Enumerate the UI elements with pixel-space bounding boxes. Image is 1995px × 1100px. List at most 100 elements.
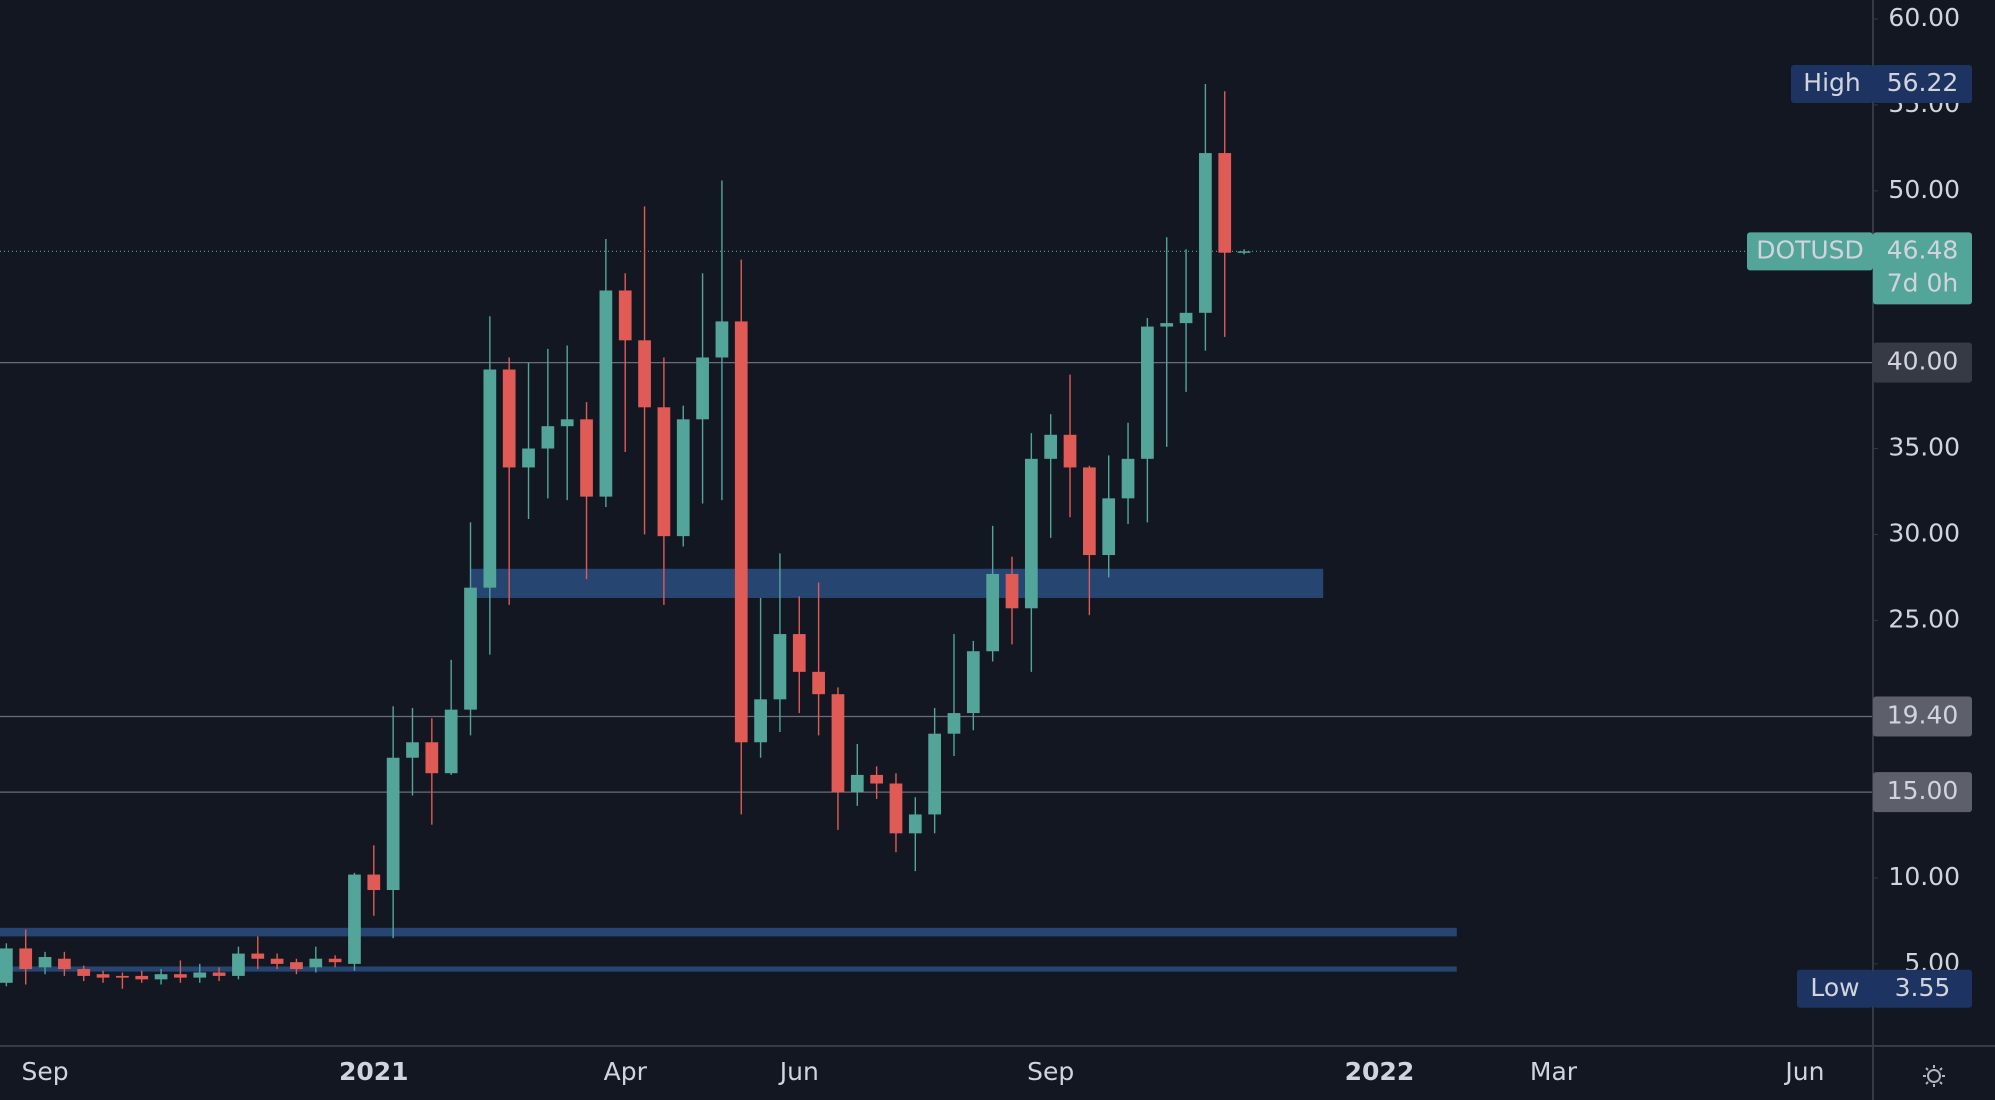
x-tick-label: Mar (1530, 1057, 1578, 1086)
candle-body (367, 874, 381, 891)
candle-body (425, 742, 439, 774)
candle-body (135, 975, 149, 980)
candle-body (96, 974, 110, 978)
x-tick-label: Jun (1783, 1057, 1824, 1086)
candle-body (522, 448, 535, 468)
last-price-box (1873, 232, 1972, 305)
x-tick-label: 2022 (1345, 1057, 1415, 1086)
last-price-label: 46.48 (1887, 235, 1959, 264)
y-tick-label: 60.00 (1888, 3, 1960, 32)
candle-body (328, 958, 342, 963)
zone (0, 927, 1457, 937)
zone (470, 568, 1324, 598)
high-label: 56.22 (1887, 68, 1959, 97)
x-tick-label: 2021 (339, 1057, 409, 1086)
y-tick-label: 10.00 (1888, 862, 1960, 891)
candle-body (464, 587, 477, 710)
candle-body (754, 699, 767, 743)
candle-body (580, 419, 593, 497)
candle-body (560, 419, 574, 427)
icon-rays (1923, 1065, 1945, 1087)
high-name-box (1791, 65, 1873, 104)
candle-body (77, 969, 91, 976)
candle-body (38, 957, 52, 968)
candle-body (232, 953, 245, 976)
candle-body (889, 783, 903, 834)
candle-body (850, 774, 864, 793)
candle-body (1102, 498, 1116, 556)
candle-body (386, 757, 400, 891)
candle-body (251, 953, 265, 959)
candle-body (541, 426, 555, 449)
candle-body (1179, 312, 1193, 324)
candle-body (1199, 153, 1212, 313)
candles (0, 84, 1251, 989)
candle-body (1005, 573, 1019, 609)
zones (0, 568, 1457, 972)
y-tick-label: 50.00 (1888, 175, 1960, 204)
countdown-label: 7d 0h (1887, 268, 1958, 297)
candle-body (270, 958, 284, 964)
y-tick-label: 35.00 (1888, 433, 1960, 462)
symbol-label-box (1747, 232, 1873, 271)
x-tick-label: Jun (778, 1057, 819, 1086)
low-name-box (1797, 969, 1873, 1008)
candle-body (193, 972, 207, 978)
level-label: 19.40 (1887, 701, 1959, 730)
candle-body (290, 962, 303, 970)
candle-body (599, 290, 613, 497)
x-tick-label: Apr (604, 1057, 648, 1086)
candle-body (174, 974, 187, 978)
y-tick-label: 25.00 (1888, 604, 1960, 633)
candle-body (1160, 323, 1174, 327)
candle-body (928, 733, 942, 815)
symbol-label: DOTUSD (1756, 235, 1864, 264)
level-label-box (1873, 696, 1972, 737)
candle-body (1083, 467, 1096, 556)
candle-body (638, 340, 651, 408)
candle-body (1024, 458, 1038, 609)
candle-body (715, 321, 729, 358)
candle-body (792, 634, 806, 672)
level-label: 15.00 (1887, 776, 1959, 805)
low-label: 3.55 (1895, 973, 1951, 1002)
low-name: Low (1810, 973, 1859, 1002)
level-label-box (1873, 772, 1972, 813)
candle-body (908, 814, 922, 834)
candle-body (483, 369, 497, 588)
candle-body (116, 975, 129, 978)
candle-body (309, 958, 323, 968)
high-label-box (1873, 65, 1972, 104)
axes: 5.0010.0025.0030.0035.0050.0055.0060.00S… (21, 3, 1960, 1086)
settings-icon[interactable] (1923, 1065, 1945, 1087)
candle-body (734, 321, 748, 743)
candle-body (406, 742, 419, 758)
candle-body (947, 713, 961, 734)
high-name: High (1803, 68, 1860, 97)
y-tick-label: 30.00 (1888, 518, 1960, 547)
candle-body (966, 651, 980, 714)
candle-body (502, 369, 516, 468)
candle-body (1141, 326, 1154, 459)
candle-body (1063, 434, 1077, 468)
level-label-box (1873, 342, 1972, 383)
icon-core (1927, 1069, 1941, 1083)
candle-body (618, 290, 632, 341)
candle-body (0, 948, 13, 983)
candle-body (19, 948, 33, 970)
candle-body (1121, 458, 1135, 499)
candle-body (870, 774, 883, 784)
zone (0, 966, 1457, 972)
candle-body (812, 671, 825, 695)
candle-body (831, 694, 845, 793)
candle-body (773, 634, 787, 700)
candle-body (1237, 251, 1251, 253)
candle-body (696, 357, 709, 420)
candle-body (444, 709, 458, 774)
candle-body (986, 573, 1000, 652)
candle-body (1044, 434, 1058, 459)
price-tags: 40.00 19.40 15.00 High 56.22 Low 3.55 DOTUSD 46.… (1747, 65, 1972, 1008)
